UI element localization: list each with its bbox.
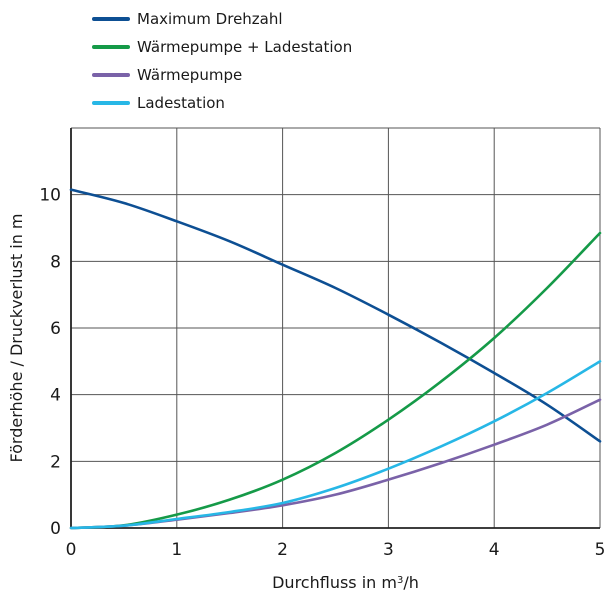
- x-axis-label-sup: 3: [397, 575, 403, 586]
- y-tick-label: 4: [50, 386, 61, 406]
- x-tick-label: 0: [66, 540, 77, 560]
- x-axis-label: Durchfluss in m3/h: [272, 573, 419, 592]
- x-axis-label-main: Durchfluss in m: [272, 573, 397, 592]
- x-tick-label: 4: [489, 540, 500, 560]
- legend-label-2: Wärmepumpe: [137, 66, 242, 84]
- y-tick-label: 2: [50, 452, 61, 472]
- x-tick-label: 2: [277, 540, 288, 560]
- y-tick-label: 10: [39, 186, 61, 206]
- x-tick-label: 5: [595, 540, 606, 560]
- x-tick-label: 3: [383, 540, 394, 560]
- y-tick-label: 8: [50, 252, 61, 272]
- ticks: 0 1 2 3 4 5 0 2 4 6 8 10: [39, 186, 605, 560]
- legend-label-0: Maximum Drehzahl: [137, 10, 283, 28]
- series-line-3: [69, 360, 602, 530]
- y-tick-label: 0: [50, 519, 61, 539]
- series-line-2: [69, 398, 602, 530]
- y-tick-label: 6: [50, 319, 61, 339]
- x-tick-label: 1: [171, 540, 182, 560]
- series-line-0: [69, 188, 602, 443]
- series-line-1: [69, 231, 602, 530]
- series-layer: [69, 188, 602, 530]
- legend: Maximum Drehzahl Wärmepumpe + Ladestation…: [92, 10, 352, 112]
- y-axis-label: Förderhöhe / Druckverlust in m: [7, 213, 26, 462]
- grid: [70, 127, 601, 529]
- legend-label-1: Wärmepumpe + Ladestation: [137, 38, 352, 56]
- x-axis-label-tail: /h: [403, 573, 419, 592]
- legend-label-3: Ladestation: [137, 94, 225, 112]
